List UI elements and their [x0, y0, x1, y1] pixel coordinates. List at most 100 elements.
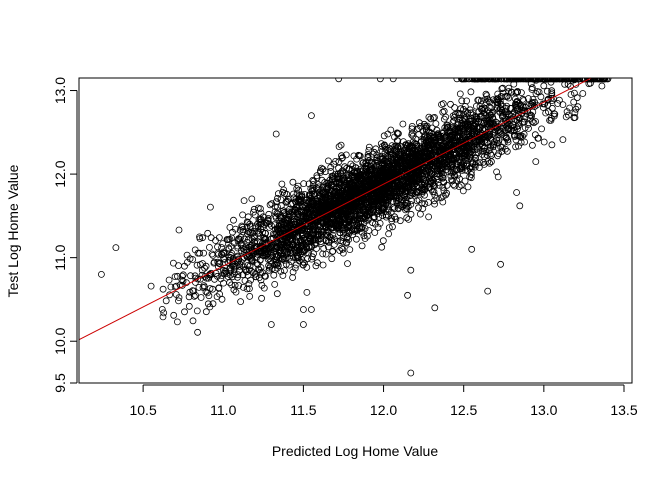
data-point: [365, 143, 373, 151]
data-point: [448, 141, 456, 149]
data-point: [304, 255, 312, 263]
data-point: [453, 176, 461, 184]
data-point: [280, 208, 288, 216]
data-point: [307, 112, 315, 119]
data-point: [264, 217, 272, 225]
data-point: [167, 283, 175, 291]
data-point: [513, 189, 520, 196]
data-point: [383, 169, 390, 177]
data-point: [358, 242, 366, 250]
data-point: [271, 280, 279, 288]
data-point: [441, 154, 449, 162]
data-point: [539, 104, 547, 111]
data-point: [244, 250, 252, 258]
data-point: [489, 143, 497, 151]
data-point: [363, 201, 371, 209]
data-point: [439, 129, 447, 137]
data-point: [450, 134, 458, 142]
data-point: [262, 272, 269, 280]
data-point: [540, 82, 548, 90]
data-point: [298, 197, 306, 205]
data-point: [447, 100, 454, 108]
data-point: [381, 141, 388, 149]
data-point: [310, 177, 318, 185]
data-point: [467, 109, 475, 117]
data-point: [196, 235, 204, 242]
data-point: [297, 237, 305, 245]
data-point: [328, 255, 336, 263]
data-point: [496, 97, 504, 105]
x-tick-label: 13.5: [610, 402, 637, 418]
data-point: [548, 87, 556, 95]
data-point: [515, 78, 523, 83]
data-point: [345, 165, 353, 173]
data-point: [250, 228, 258, 236]
data-point: [289, 237, 296, 245]
data-point: [439, 183, 447, 191]
data-point: [286, 205, 293, 213]
data-point: [546, 78, 553, 83]
data-point: [501, 145, 509, 153]
data-point: [397, 198, 405, 206]
data-point: [384, 152, 392, 160]
data-point: [368, 190, 376, 198]
data-point: [237, 247, 245, 254]
data-point: [446, 162, 454, 169]
data-point: [514, 88, 521, 95]
data-point: [468, 124, 476, 132]
data-point: [346, 179, 354, 187]
data-point: [272, 198, 280, 206]
data-point: [359, 215, 367, 222]
data-point: [501, 93, 509, 100]
data-point: [262, 249, 269, 257]
data-point: [250, 208, 257, 216]
data-point: [165, 276, 173, 284]
data-point: [317, 207, 325, 215]
data-point: [449, 112, 457, 120]
data-point: [175, 294, 183, 302]
data-point: [390, 175, 398, 183]
data-point: [206, 203, 214, 211]
data-point: [317, 240, 325, 248]
data-point: [230, 216, 237, 224]
data-point: [337, 141, 345, 149]
data-point: [503, 78, 510, 83]
data-point: [276, 225, 284, 233]
data-point: [545, 95, 552, 103]
data-point: [355, 151, 362, 159]
data-point: [355, 224, 363, 232]
data-point: [230, 263, 238, 270]
data-point: [178, 272, 186, 280]
data-point: [273, 260, 280, 268]
data-point: [365, 227, 373, 234]
data-point: [485, 103, 493, 111]
data-point: [505, 84, 513, 92]
data-point: [274, 252, 282, 259]
data-point: [407, 266, 415, 274]
data-point: [333, 199, 341, 207]
data-point: [239, 271, 247, 279]
data-point: [336, 170, 344, 178]
data-point: [313, 172, 321, 180]
data-point: [195, 283, 203, 291]
data-point: [314, 230, 321, 238]
data-point: [385, 224, 393, 232]
data-point: [456, 129, 464, 137]
data-point: [493, 168, 501, 176]
data-point: [314, 200, 321, 208]
data-point: [317, 164, 325, 172]
data-point: [442, 151, 450, 159]
data-point: [440, 178, 448, 186]
data-point: [598, 78, 606, 83]
data-point: [226, 279, 234, 287]
data-point: [330, 160, 338, 168]
data-point: [205, 243, 213, 251]
data-point: [482, 148, 490, 155]
data-point: [449, 181, 457, 189]
data-point: [265, 266, 273, 274]
data-point: [425, 137, 433, 145]
data-point: [372, 200, 380, 208]
data-point: [175, 262, 182, 270]
data-point: [289, 190, 297, 198]
data-point: [274, 225, 281, 233]
